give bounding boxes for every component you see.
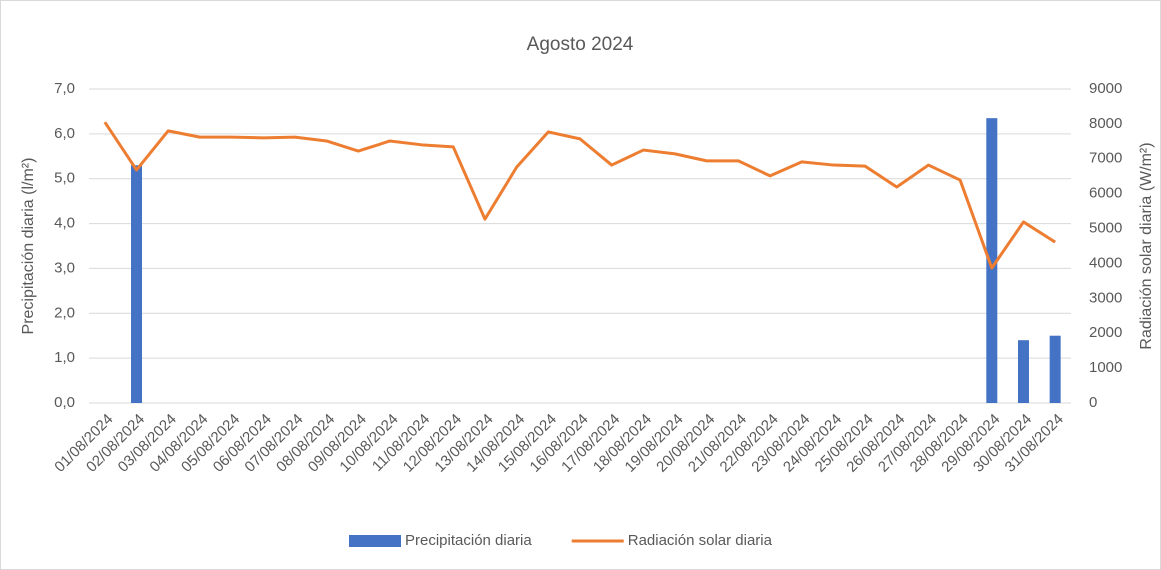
- bar: [986, 118, 998, 404]
- chart-title: Agosto 2024: [527, 34, 634, 55]
- y2-tick-label: 7000: [1089, 150, 1122, 167]
- y2-tick-label: 4000: [1089, 254, 1122, 271]
- y2-tick-label: 9000: [1089, 80, 1122, 97]
- legend-label: Radiación solar diaria: [628, 532, 773, 549]
- y-tick-label: 5,0: [54, 170, 75, 187]
- y-tick-label: 3,0: [54, 259, 75, 276]
- bar: [1049, 335, 1061, 403]
- y2-tick-label: 2000: [1089, 324, 1122, 341]
- y2-tick-label: 3000: [1089, 289, 1122, 306]
- bar: [1017, 340, 1029, 403]
- y2-tick-label: 1000: [1089, 359, 1122, 376]
- y2-tick-label: 5000: [1089, 220, 1122, 237]
- y2-tick-label: 6000: [1089, 185, 1122, 202]
- y-tick-label: 4,0: [54, 215, 75, 232]
- y2-axis-title: Radiación solar diaria (W/m²): [1138, 142, 1155, 349]
- bar: [131, 165, 143, 403]
- y-tick-label: 6,0: [54, 125, 75, 142]
- legend-swatch: [349, 535, 401, 547]
- y-axis-title: Precipitación diaria (l/m²): [20, 158, 37, 335]
- y-tick-label: 0,0: [54, 394, 75, 411]
- y-tick-label: 7,0: [54, 80, 75, 97]
- y2-tick-label: 8000: [1089, 115, 1122, 132]
- y2-tick-label: 0: [1089, 394, 1097, 411]
- y-tick-label: 1,0: [54, 349, 75, 366]
- y-tick-label: 2,0: [54, 304, 75, 321]
- legend-label: Precipitación diaria: [405, 532, 532, 549]
- line: [103, 121, 1056, 270]
